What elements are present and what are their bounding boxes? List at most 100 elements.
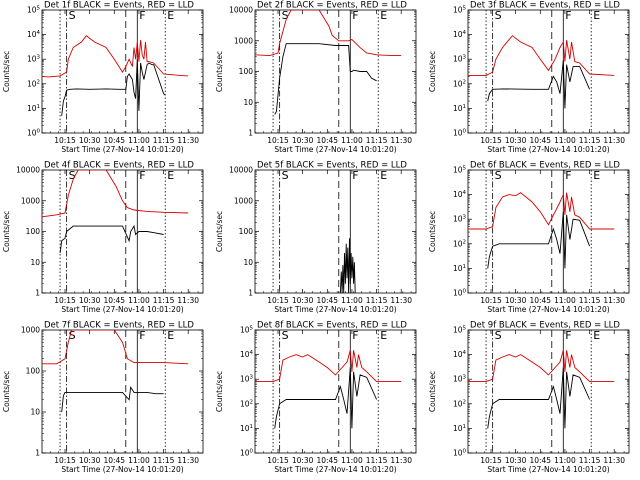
x-tick-label: 10:45 (316, 136, 338, 145)
marker-s: S (282, 329, 289, 342)
detector-chart-9: Det 9f BLACK = Events, RED = LLD Counts/s… (428, 321, 630, 474)
y-tick-label: 1 (248, 129, 253, 138)
x-tick-label: 10:45 (316, 296, 338, 305)
x-tick-label: 10:15 (54, 296, 76, 305)
y-axis-label: Counts/sec (215, 51, 224, 92)
events-series-line (274, 367, 378, 429)
y-tick-label: 105 (453, 326, 467, 335)
marker-e: E (380, 329, 387, 342)
x-tick-label: 10:15 (480, 296, 502, 305)
y-tick-label: 1000 (234, 196, 253, 205)
x-tick-label: 11:00 (341, 456, 363, 465)
detector-panel-2: Det 2f BLACK = Events, RED = LLD Counts/s… (213, 0, 426, 160)
y-tick-label: 102 (240, 399, 253, 408)
y-tick-label: 1000 (21, 326, 40, 335)
y-tick-label: 1 (248, 289, 253, 298)
y-tick-label: 1000 (234, 36, 253, 45)
marker-f: F (352, 169, 358, 182)
x-tick-label: 10:15 (54, 136, 76, 145)
marker-f: F (139, 329, 145, 342)
plot-frame (467, 329, 630, 454)
marker-e: E (167, 169, 174, 182)
y-tick-label: 103 (453, 55, 467, 64)
y-tick-label: 104 (27, 30, 41, 39)
y-tick-label: 101 (453, 264, 466, 273)
y-tick-label: 10000 (229, 6, 253, 15)
y-tick-label: 104 (453, 350, 467, 359)
detector-chart-7: Det 7f BLACK = Events, RED = LLD Counts/s… (2, 321, 204, 474)
y-tick-label: 104 (453, 30, 467, 39)
events-series-line (339, 238, 356, 293)
y-tick-label: 101 (453, 424, 466, 433)
x-tick-label: 10:15 (54, 456, 76, 465)
x-tick-label: 10:30 (79, 136, 101, 145)
marker-s: S (282, 9, 289, 22)
panel-title: Det 8f BLACK = Events, RED = LLD (257, 321, 407, 331)
detector-panel-6: Det 6f BLACK = Events, RED = LLD Counts/s… (426, 160, 639, 320)
events-series-line (487, 60, 591, 109)
y-axis-label: Counts/sec (428, 211, 437, 252)
x-axis-label: Start Time (27-Nov-14 10:01:20) (487, 145, 609, 154)
x-tick-label: 10:15 (267, 296, 289, 305)
y-tick-label: 102 (27, 79, 40, 88)
marker-f: F (352, 329, 358, 342)
y-tick-label: 10000 (16, 166, 40, 175)
x-tick-label: 10:15 (267, 136, 289, 145)
x-tick-label: 11:00 (128, 136, 150, 145)
y-axis-label: Counts/sec (2, 371, 11, 412)
marker-s: S (69, 169, 76, 182)
x-tick-label: 11:30 (177, 296, 199, 305)
y-axis-label: Counts/sec (215, 371, 224, 412)
x-tick-label: 10:30 (292, 456, 314, 465)
y-tick-label: 1 (35, 449, 40, 458)
x-tick-label: 11:15 (579, 456, 601, 465)
marker-f: F (565, 329, 571, 342)
y-tick-label: 10000 (229, 166, 253, 175)
x-axis-label: Start Time (27-Nov-14 10:01:20) (274, 145, 396, 154)
x-tick-label: 11:15 (579, 136, 601, 145)
y-tick-label: 10 (243, 258, 253, 267)
x-tick-label: 11:15 (153, 296, 175, 305)
x-tick-label: 10:15 (267, 456, 289, 465)
x-tick-label: 11:15 (153, 456, 175, 465)
x-tick-label: 10:45 (103, 296, 125, 305)
marker-s: S (495, 9, 502, 22)
y-tick-label: 105 (453, 6, 467, 15)
marker-s: S (69, 329, 76, 342)
panel-title: Det 6f BLACK = Events, RED = LLD (470, 161, 620, 171)
y-tick-label: 10 (30, 258, 40, 267)
lld-series-line (42, 330, 189, 365)
events-series-line (59, 224, 164, 254)
lld-series-line (42, 35, 189, 78)
x-tick-label: 11:00 (128, 296, 150, 305)
lld-series-line (255, 10, 402, 57)
marker-f: F (352, 9, 358, 22)
plot-frame (254, 169, 417, 294)
y-tick-label: 100 (240, 449, 254, 458)
y-tick-label: 100 (453, 449, 467, 458)
y-tick-label: 104 (453, 190, 467, 199)
x-tick-label: 10:30 (505, 456, 527, 465)
x-tick-label: 10:45 (529, 296, 551, 305)
detector-panel-5: Det 5f BLACK = Events, RED = LLD Counts/s… (213, 160, 426, 320)
marker-e: E (593, 169, 600, 182)
lld-series-line (468, 350, 615, 383)
detector-panel-4: Det 4f BLACK = Events, RED = LLD Counts/s… (0, 160, 213, 320)
y-tick-label: 102 (453, 79, 466, 88)
marker-s: S (495, 329, 502, 342)
y-tick-label: 105 (453, 166, 467, 175)
x-tick-label: 11:00 (341, 136, 363, 145)
plot-frame (41, 9, 204, 134)
marker-e: E (380, 9, 387, 22)
x-tick-label: 11:00 (341, 296, 363, 305)
x-tick-label: 10:30 (79, 456, 101, 465)
y-tick-label: 100 (453, 129, 467, 138)
events-series-line (274, 43, 377, 115)
y-tick-label: 10 (243, 98, 253, 107)
detector-panel-1: Det 1f BLACK = Events, RED = LLD Counts/s… (0, 0, 213, 160)
x-tick-label: 11:15 (153, 136, 175, 145)
x-tick-label: 11:00 (128, 456, 150, 465)
y-tick-label: 103 (453, 375, 467, 384)
x-tick-label: 11:30 (603, 136, 625, 145)
